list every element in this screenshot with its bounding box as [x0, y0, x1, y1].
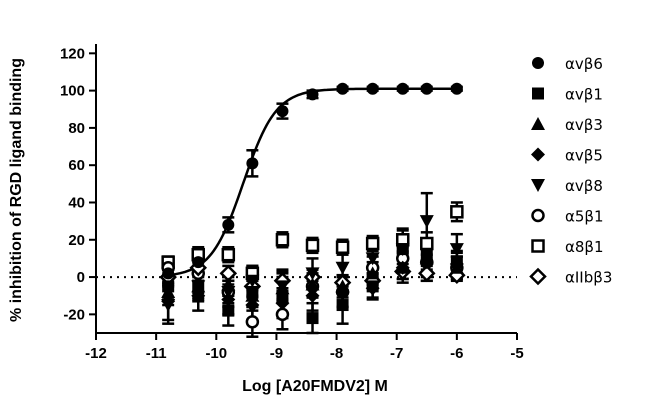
data-point	[192, 282, 205, 295]
y-tick-label: 120	[60, 45, 85, 62]
y-tick-label: 20	[68, 232, 85, 249]
data-point	[162, 267, 175, 280]
data-point	[365, 252, 380, 266]
data-point	[366, 280, 379, 293]
x-tick-label: -6	[450, 345, 463, 362]
legend-marker	[531, 179, 545, 192]
y-tick-label: 40	[68, 194, 85, 211]
legend: αvβ6 αvβ1 αvβ3 αvβ5 αvβ8 α5β1 α8β1 αIIbβ3	[529, 55, 612, 287]
data-point	[275, 233, 290, 247]
data-point	[221, 292, 236, 307]
legend-marker	[531, 208, 545, 223]
data-points	[159, 82, 466, 329]
data-point	[335, 279, 350, 293]
data-point	[395, 260, 410, 274]
data-point	[306, 88, 319, 101]
x-axis-title: Log [A20FMDV2] M	[242, 378, 388, 395]
x-tick-label: -8	[330, 345, 343, 362]
legend-label: αvβ1	[565, 86, 603, 104]
data-point	[418, 264, 436, 283]
legend-label: αvβ6	[565, 55, 603, 73]
axes: -20 0 20 40 60 80 100 120 -12 -11 -10 -9 -8 -7 -6 -5	[60, 44, 524, 362]
legend-label: αvβ3	[565, 116, 603, 134]
data-point	[246, 157, 259, 170]
data-point	[276, 289, 289, 302]
data-point	[222, 304, 235, 317]
legend-marker	[532, 57, 544, 69]
data-point	[305, 267, 320, 281]
x-tick-label: -5	[510, 345, 523, 362]
data-point	[221, 247, 236, 262]
data-point	[305, 277, 320, 291]
data-point	[221, 277, 236, 291]
y-axis-title: % inhibition of RGD ligand binding	[8, 58, 25, 322]
data-point	[305, 288, 320, 303]
data-point	[420, 236, 434, 251]
y-tick-label: -20	[63, 306, 85, 323]
legend-marker	[531, 117, 545, 130]
data-point	[420, 248, 433, 261]
legend-label: α8β1	[565, 238, 604, 256]
x-tick-label: -11	[146, 345, 167, 362]
legend-label: αIIbβ3	[565, 269, 612, 287]
data-point	[396, 82, 409, 95]
legend-label: αvβ5	[565, 147, 603, 165]
data-point	[275, 307, 290, 322]
data-point	[365, 236, 380, 251]
legend-label: α5β1	[565, 208, 604, 226]
data-point	[449, 243, 464, 257]
data-point	[365, 266, 380, 280]
data-point	[335, 261, 350, 275]
data-point	[336, 82, 349, 95]
y-tick-label: 0	[77, 269, 85, 286]
data-point	[276, 105, 289, 118]
legend-label: αvβ8	[565, 177, 603, 195]
data-point	[245, 274, 260, 288]
data-point	[419, 215, 434, 229]
data-point	[450, 256, 463, 269]
y-tick-label: 60	[68, 157, 85, 174]
data-point	[420, 82, 433, 95]
y-tick-label: 100	[60, 83, 85, 100]
legend-marker	[529, 267, 547, 286]
data-point	[222, 218, 235, 231]
y-tick-label: 80	[68, 120, 85, 137]
legend-marker	[531, 147, 545, 162]
data-point	[192, 256, 205, 269]
x-tick-label: -7	[390, 345, 403, 362]
data-point	[305, 238, 320, 253]
x-tick-label: -10	[205, 345, 227, 362]
data-point	[450, 205, 464, 219]
x-tick-label: -9	[270, 345, 283, 362]
data-point	[450, 82, 463, 95]
data-point	[162, 280, 175, 293]
data-point	[245, 315, 260, 329]
data-point	[306, 312, 319, 325]
legend-marker	[532, 87, 544, 100]
data-point	[366, 82, 379, 95]
data-point	[336, 299, 349, 312]
data-point	[396, 243, 409, 256]
data-point	[335, 240, 350, 254]
legend-marker	[531, 239, 545, 253]
data-point	[246, 285, 259, 298]
x-tick-label: -12	[85, 345, 107, 362]
